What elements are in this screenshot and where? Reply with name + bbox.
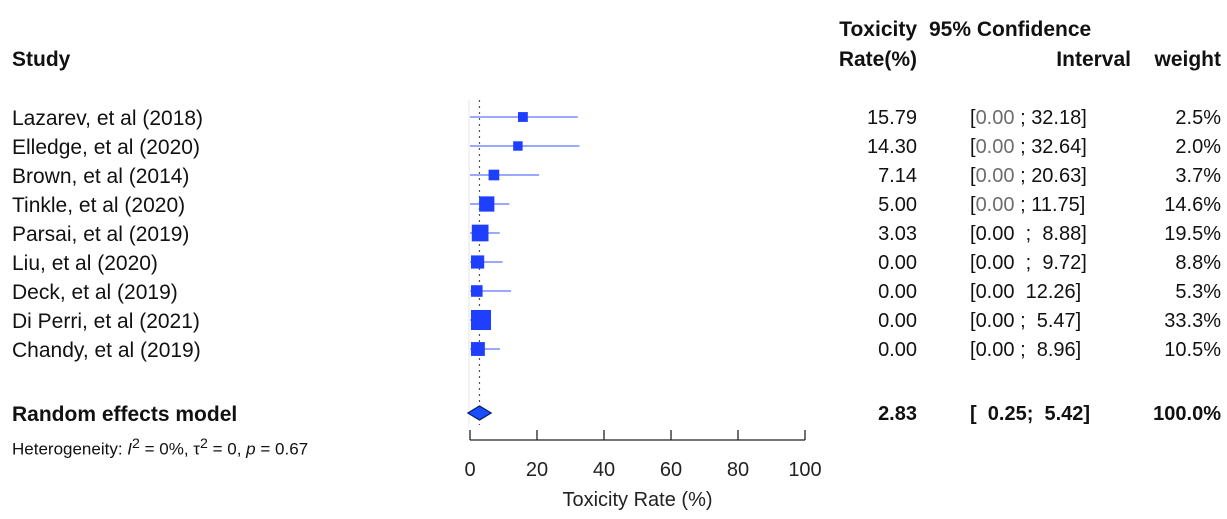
x-axis-tick-label: 0 [464, 459, 475, 481]
study-point-marker [471, 285, 483, 297]
study-name: Parsai, et al (2019) [12, 223, 190, 246]
pooled-estimate-diamond [466, 405, 493, 421]
study-name: Chandy, et al (2019) [12, 339, 201, 362]
study-weight: 8.8% [1175, 252, 1221, 274]
study-name: Deck, et al (2019) [12, 281, 178, 304]
study-point-marker [479, 196, 495, 212]
study-name: Lazarev, et al (2018) [12, 107, 204, 130]
study-point-marker [471, 255, 485, 269]
study-rate: 14.30 [866, 136, 917, 158]
study-rate: 0.00 [878, 310, 917, 332]
x-axis-tick-label: 80 [727, 459, 749, 481]
rate-column-header-line1: Toxicity [839, 18, 917, 41]
study-ci: [0.00 ; 5.47] [970, 310, 1082, 332]
study-name: Di Perri, et al (2021) [12, 310, 200, 333]
x-axis-tick-label: 100 [788, 459, 821, 481]
study-rate: 7.14 [878, 165, 917, 187]
weight-column-header: weight [1154, 48, 1222, 71]
study-weight: 3.7% [1175, 165, 1221, 187]
study-point-marker [513, 141, 523, 151]
study-ci: [0.00 ; 20.63] [970, 165, 1087, 187]
pooled-model-ci: [ 0.25; 5.42] [970, 403, 1091, 425]
study-rate: 0.00 [878, 252, 917, 274]
study-ci: [0.00 ; 8.88] [970, 223, 1087, 245]
ci-column-header-line1: 95% Confidence [929, 18, 1092, 41]
study-name: Brown, et al (2014) [12, 165, 190, 188]
rate-column-header-line2: Rate(%) [838, 48, 917, 71]
study-column-header: Study [12, 48, 71, 71]
study-rate: 3.03 [878, 223, 917, 245]
x-axis-title: Toxicity Rate (%) [562, 489, 712, 511]
study-weight: 5.3% [1175, 281, 1221, 303]
study-name: Elledge, et al (2020) [12, 136, 200, 159]
x-axis-tick-label: 60 [660, 459, 682, 481]
study-rate: 15.79 [866, 107, 917, 129]
study-weight: 2.5% [1175, 107, 1221, 129]
heterogeneity-statistic: Heterogeneity: I2 = 0%, τ2 = 0, p = 0.67 [12, 436, 309, 459]
study-ci: [0.00 ; 11.75] [970, 194, 1086, 216]
study-ci: [0.00 12.26] [970, 281, 1082, 303]
study-name: Liu, et al (2020) [12, 252, 158, 275]
study-point-marker [471, 224, 489, 242]
study-ci: [0.00 ; 9.72] [970, 252, 1087, 274]
study-point-marker [471, 310, 491, 330]
study-weight: 33.3% [1164, 310, 1221, 332]
study-name: Tinkle, et al (2020) [12, 194, 186, 217]
study-point-marker [488, 169, 500, 181]
study-weight: 2.0% [1175, 136, 1221, 158]
study-weight: 14.6% [1164, 194, 1221, 216]
pooled-model-rate: 2.83 [878, 403, 917, 425]
study-ci: [0.00 ; 8.96] [970, 339, 1082, 361]
study-rate: 0.00 [878, 281, 917, 303]
ci-column-header-line2: Interval [1056, 48, 1131, 71]
study-rate: 5.00 [878, 194, 917, 216]
x-axis-tick-label: 20 [526, 459, 548, 481]
study-point-marker [517, 112, 528, 122]
pooled-model-weight: 100.0% [1153, 403, 1221, 425]
study-ci: [0.00 ; 32.18] [970, 107, 1087, 129]
study-weight: 19.5% [1164, 223, 1221, 245]
x-axis-tick-label: 40 [593, 459, 615, 481]
study-point-marker [471, 342, 485, 356]
study-rate: 0.00 [878, 339, 917, 361]
study-weight: 10.5% [1164, 339, 1221, 361]
study-ci: [0.00 ; 32.64] [970, 136, 1087, 158]
pooled-model-name: Random effects model [12, 403, 238, 426]
